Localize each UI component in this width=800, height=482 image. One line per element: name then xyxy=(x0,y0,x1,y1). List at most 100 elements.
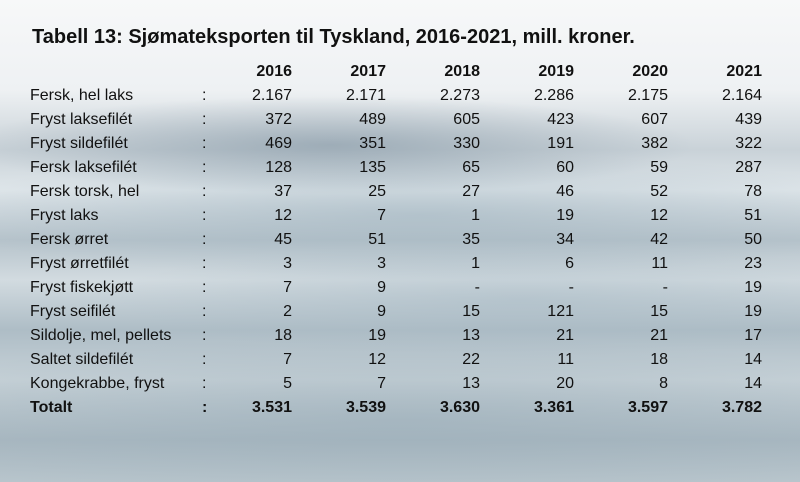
row-label: Fersk, hel laks xyxy=(30,87,134,104)
year-header: 2019 xyxy=(538,63,574,80)
table-cell: 59 xyxy=(650,159,668,176)
table-cell: 128 xyxy=(265,159,292,176)
table-cell: 12 xyxy=(274,207,292,224)
table-row: Sildolje, mel, pellets: 18 19 13 21 21 17 xyxy=(30,324,762,348)
table-cell: 382 xyxy=(641,135,668,152)
table-cell: 2.164 xyxy=(721,87,762,104)
table-row: Fersk laksefilét: 128 135 65 60 59 287 xyxy=(30,156,762,180)
table-cell: 3.597 xyxy=(627,399,668,416)
table-cell: 372 xyxy=(265,111,292,128)
table-cell: 51 xyxy=(744,207,762,224)
table-cell: 191 xyxy=(547,135,574,152)
table-cell: - xyxy=(474,279,480,296)
table-cell: 7 xyxy=(283,279,292,296)
table-cell: 19 xyxy=(556,207,574,224)
table-cell: 287 xyxy=(735,159,762,176)
table-cell: 3.531 xyxy=(251,399,292,416)
table-title: Tabell 13: Sjømateksporten til Tyskland,… xyxy=(32,26,635,48)
table-row: Fryst fiskekjøtt: 7 9 - - - 19 xyxy=(30,276,762,300)
table-cell: 35 xyxy=(462,231,480,248)
table-cell: 2 xyxy=(283,303,292,320)
table-cell: 9 xyxy=(377,279,386,296)
row-colon: : xyxy=(202,207,207,224)
row-label: Fryst sildefilét xyxy=(30,135,128,152)
row-colon: : xyxy=(202,399,208,416)
table-cell: 2.175 xyxy=(627,87,668,104)
table-cell: - xyxy=(568,279,574,296)
table-cell: 2.171 xyxy=(345,87,386,104)
table-cell: 2.286 xyxy=(533,87,574,104)
table-cell: 439 xyxy=(735,111,762,128)
header-row: 2016 2017 2018 2019 2020 2021 xyxy=(30,60,762,84)
table-cell: 2.167 xyxy=(251,87,292,104)
table-cell: 469 xyxy=(265,135,292,152)
table-cell: 23 xyxy=(744,255,762,272)
header-empty-label xyxy=(30,60,202,84)
table-cell: 9 xyxy=(377,303,386,320)
table-row: Kongekrabbe, fryst: 5 7 13 20 8 14 xyxy=(30,372,762,396)
table-cell: 19 xyxy=(368,327,386,344)
table-cell: 45 xyxy=(274,231,292,248)
table-cell: 78 xyxy=(744,183,762,200)
row-colon: : xyxy=(202,279,207,296)
table-cell: 65 xyxy=(462,159,480,176)
row-colon: : xyxy=(202,231,207,248)
table-cell: 14 xyxy=(744,351,762,368)
row-label: Fryst laksefilét xyxy=(30,111,133,128)
table-cell: 18 xyxy=(650,351,668,368)
year-header: 2016 xyxy=(256,63,292,80)
table-cell: 1 xyxy=(471,207,480,224)
table-cell: 27 xyxy=(462,183,480,200)
row-label: Totalt xyxy=(30,399,73,416)
table-cell: 2.273 xyxy=(439,87,480,104)
table-cell: 19 xyxy=(744,279,762,296)
row-label: Fryst seifilét xyxy=(30,303,116,320)
row-label: Fryst ørretfilét xyxy=(30,255,129,272)
row-colon: : xyxy=(202,87,207,104)
row-label: Kongekrabbe, fryst xyxy=(30,375,165,392)
table-cell: 34 xyxy=(556,231,574,248)
table-cell: 3.539 xyxy=(345,399,386,416)
table-body: Fersk, hel laks: 2.167 2.171 2.273 2.286 2.17… xyxy=(30,84,762,420)
row-label: Fryst fiskekjøtt xyxy=(30,279,134,296)
table-cell: 46 xyxy=(556,183,574,200)
table-cell: 15 xyxy=(462,303,480,320)
table-cell: 14 xyxy=(744,375,762,392)
export-table: 2016 2017 2018 2019 2020 2021 Fersk, hel… xyxy=(30,60,762,420)
table-cell: 7 xyxy=(283,351,292,368)
row-label: Fersk laksefilét xyxy=(30,159,137,176)
year-header: 2018 xyxy=(444,63,480,80)
table-cell: 51 xyxy=(368,231,386,248)
row-colon: : xyxy=(202,255,207,272)
table-cell: 121 xyxy=(547,303,574,320)
table-cell: 489 xyxy=(359,111,386,128)
table-cell: 13 xyxy=(462,327,480,344)
table-cell: 13 xyxy=(462,375,480,392)
table-cell: 12 xyxy=(650,207,668,224)
table-cell: 423 xyxy=(547,111,574,128)
table-cell: 1 xyxy=(471,255,480,272)
table-cell: 322 xyxy=(735,135,762,152)
row-colon: : xyxy=(202,159,207,176)
table-cell: 11 xyxy=(651,255,668,272)
table-row: Fersk, hel laks: 2.167 2.171 2.273 2.286 2.17… xyxy=(30,84,762,108)
table-cell: 22 xyxy=(462,351,480,368)
table-cell: 3.630 xyxy=(439,399,480,416)
year-header: 2020 xyxy=(632,63,668,80)
table-row: Fryst sildefilét: 469 351 330 191 382 322 xyxy=(30,132,762,156)
table-cell: 12 xyxy=(368,351,386,368)
row-label: Fersk torsk, hel xyxy=(30,183,140,200)
row-colon: : xyxy=(202,303,207,320)
table-cell: - xyxy=(662,279,668,296)
table-row: Fryst ørretfilét: 3 3 1 6 11 23 xyxy=(30,252,762,276)
table-cell: 8 xyxy=(659,375,668,392)
table-cell: 3.782 xyxy=(721,399,762,416)
table-row: Fersk torsk, hel: 37 25 27 46 52 78 xyxy=(30,180,762,204)
table-cell: 135 xyxy=(359,159,386,176)
table-cell: 21 xyxy=(650,327,668,344)
table-cell: 7 xyxy=(377,207,386,224)
table-cell: 7 xyxy=(377,375,386,392)
table-cell: 25 xyxy=(368,183,386,200)
